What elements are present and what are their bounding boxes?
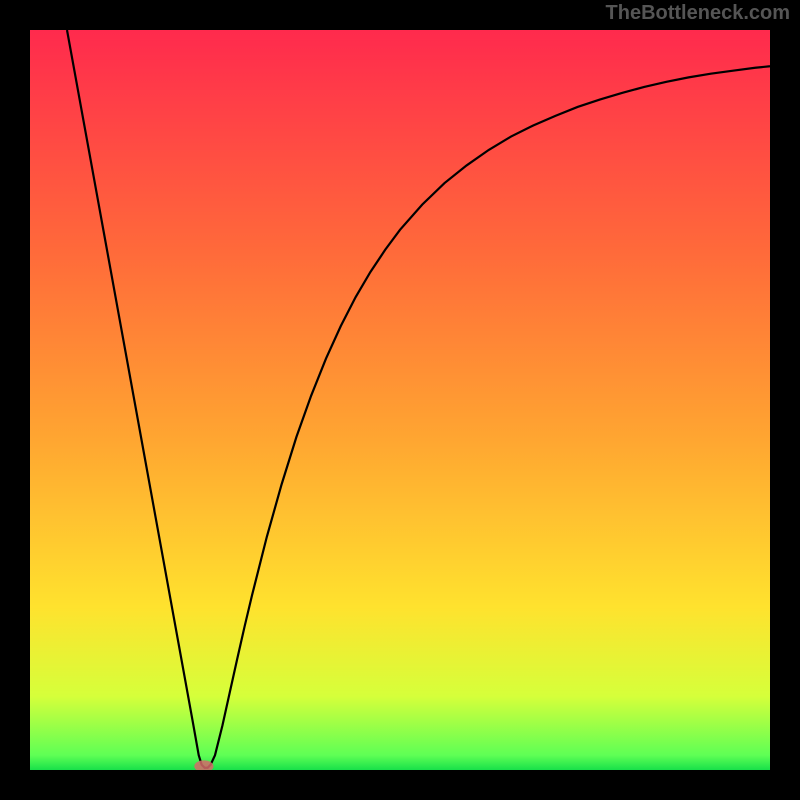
chart-outer-frame: TheBottleneck.com	[0, 0, 800, 800]
plot-area	[30, 30, 770, 770]
watermark-label: TheBottleneck.com	[606, 2, 790, 25]
curve-layer	[30, 30, 770, 770]
optimal-point-marker	[194, 760, 213, 770]
bottleneck-curve	[67, 30, 770, 768]
